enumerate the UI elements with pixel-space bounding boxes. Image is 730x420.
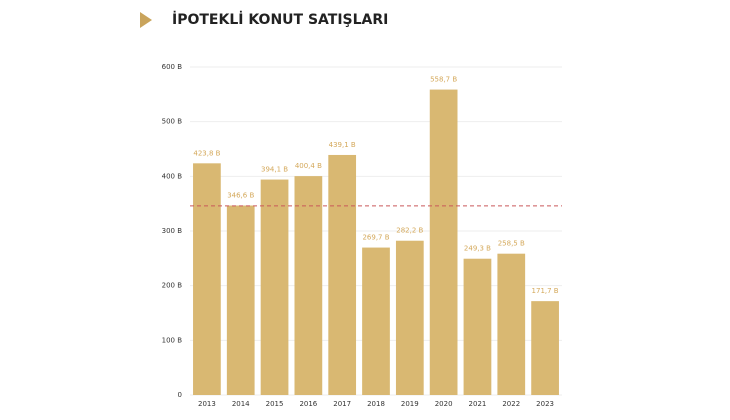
x-tick-label: 2023 [536,400,554,408]
value-label: 346,6 B [227,192,254,200]
x-tick-label: 2021 [469,400,487,408]
title-icon [140,12,152,28]
y-tick-label: 200 B [162,282,183,290]
value-label: 400,4 B [295,162,322,170]
value-label: 249,3 B [464,245,491,253]
x-tick-label: 2016 [299,400,317,408]
x-tick-label: 2014 [232,400,250,408]
bar [395,240,424,395]
bar [463,258,492,395]
value-label: 171,7 B [532,287,559,295]
bar [497,253,526,395]
bar [226,205,255,395]
chart-title: İPOTEKLİ KONUT SATIŞLARI [172,11,388,28]
bar [328,154,357,395]
bar [193,163,221,395]
value-label: 269,7 B [362,234,389,242]
x-tick-label: 2017 [333,400,351,408]
y-tick-label: 100 B [162,336,183,344]
y-tick-label: 0 [178,391,182,399]
bar [362,247,390,395]
value-label: 423,8 B [193,149,220,157]
value-label: 394,1 B [261,166,288,174]
value-label: 558,7 B [430,76,457,84]
x-tick-label: 2013 [198,400,216,408]
bar [294,176,323,395]
bar [531,301,559,395]
value-label: 258,5 B [498,240,525,248]
x-tick-label: 2018 [367,400,385,408]
y-tick-label: 400 B [162,172,183,180]
x-tick-label: 2019 [401,400,419,408]
x-tick-label: 2020 [435,400,453,408]
value-label: 282,2 B [396,227,423,235]
value-label: 439,1 B [329,141,356,149]
x-tick-label: 2015 [266,400,284,408]
y-tick-label: 500 B [162,118,183,126]
y-tick-label: 600 B [162,63,183,71]
y-tick-label: 300 B [162,227,183,235]
bar [260,179,289,395]
bar [429,89,458,395]
x-tick-label: 2022 [502,400,520,408]
